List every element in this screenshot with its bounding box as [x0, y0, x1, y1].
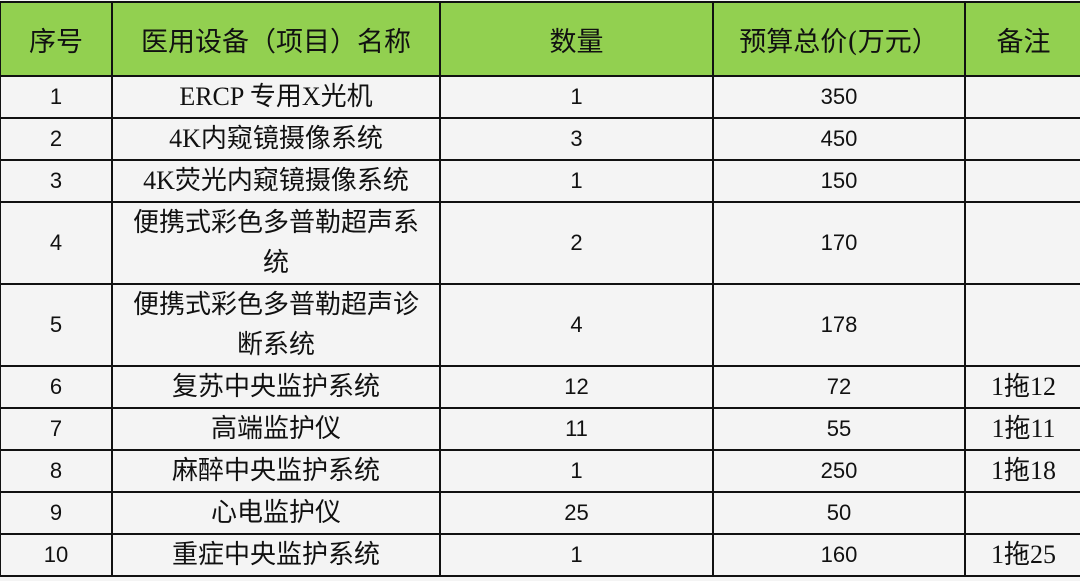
cell-name: 便携式彩色多普勒超声诊断系统: [111, 283, 441, 367]
header-budget: 预算总价(万元）: [712, 1, 966, 77]
header-name: 医用设备（项目）名称: [111, 1, 441, 77]
header-index: 序号: [0, 1, 113, 77]
cell-index: 2: [0, 117, 113, 161]
cell-note: 1拖18: [964, 449, 1080, 493]
cell-name: ERCP 专用X光机: [111, 75, 441, 119]
table-row: 9 心电监护仪 25 50: [0, 491, 1080, 535]
cell-name: 高端监护仪: [111, 407, 441, 451]
cell-index: 5: [0, 283, 113, 367]
cell-budget: 450: [712, 117, 966, 161]
cell-note: [964, 491, 1080, 535]
cell-name: 4K内窥镜摄像系统: [111, 117, 441, 161]
cell-budget: 160: [712, 533, 966, 577]
cell-name: 便携式彩色多普勒超声系统: [111, 201, 441, 285]
cell-name: 复苏中央监护系统: [111, 365, 441, 409]
table-row: 2 4K内窥镜摄像系统 3 450: [0, 117, 1080, 161]
cell-index: 3: [0, 159, 113, 203]
cell-budget: 55: [712, 407, 966, 451]
cell-quantity: 25: [439, 491, 714, 535]
cell-quantity: 1: [439, 75, 714, 119]
cell-budget: 150: [712, 159, 966, 203]
cell-budget: 178: [712, 283, 966, 367]
cell-quantity: 1: [439, 159, 714, 203]
cell-index: 9: [0, 491, 113, 535]
cell-name: 重症中央监护系统: [111, 533, 441, 577]
cell-note: [964, 201, 1080, 285]
table-row: 4 便携式彩色多普勒超声系统 2 170: [0, 201, 1080, 285]
cell-quantity: 11: [439, 407, 714, 451]
cell-note: 1拖12: [964, 365, 1080, 409]
cell-quantity: 3: [439, 117, 714, 161]
cell-name: 4K荧光内窥镜摄像系统: [111, 159, 441, 203]
table-row: 3 4K荧光内窥镜摄像系统 1 150: [0, 159, 1080, 203]
header-quantity: 数量: [439, 1, 714, 77]
cell-note: [964, 117, 1080, 161]
cell-index: 10: [0, 533, 113, 577]
cell-note: 1拖25: [964, 533, 1080, 577]
cell-quantity: 1: [439, 533, 714, 577]
cell-budget: 72: [712, 365, 966, 409]
cell-budget: 250: [712, 449, 966, 493]
cell-note: [964, 283, 1080, 367]
cell-name: 麻醉中央监护系统: [111, 449, 441, 493]
table-row: 7 高端监护仪 11 55 1拖11: [0, 407, 1080, 451]
cell-index: 8: [0, 449, 113, 493]
cell-index: 4: [0, 201, 113, 285]
table-row: 8 麻醉中央监护系统 1 250 1拖18: [0, 449, 1080, 493]
cell-note: [964, 159, 1080, 203]
cell-index: 7: [0, 407, 113, 451]
cell-name: 心电监护仪: [111, 491, 441, 535]
cell-index: 1: [0, 75, 113, 119]
cell-note: 1拖11: [964, 407, 1080, 451]
cell-note: [964, 75, 1080, 119]
header-note: 备注: [964, 1, 1080, 77]
cell-quantity: 2: [439, 201, 714, 285]
cell-budget: 50: [712, 491, 966, 535]
table-row: 1 ERCP 专用X光机 1 350: [0, 75, 1080, 119]
cell-budget: 170: [712, 201, 966, 285]
cell-index: 6: [0, 365, 113, 409]
table-row: 10 重症中央监护系统 1 160 1拖25: [0, 533, 1080, 577]
header-row: 序号 医用设备（项目）名称 数量 预算总价(万元） 备注: [0, 1, 1080, 77]
cell-quantity: 4: [439, 283, 714, 367]
cell-quantity: 12: [439, 365, 714, 409]
cell-quantity: 1: [439, 449, 714, 493]
cell-budget: 350: [712, 75, 966, 119]
table-row: 6 复苏中央监护系统 12 72 1拖12: [0, 365, 1080, 409]
table-row: 5 便携式彩色多普勒超声诊断系统 4 178: [0, 283, 1080, 367]
